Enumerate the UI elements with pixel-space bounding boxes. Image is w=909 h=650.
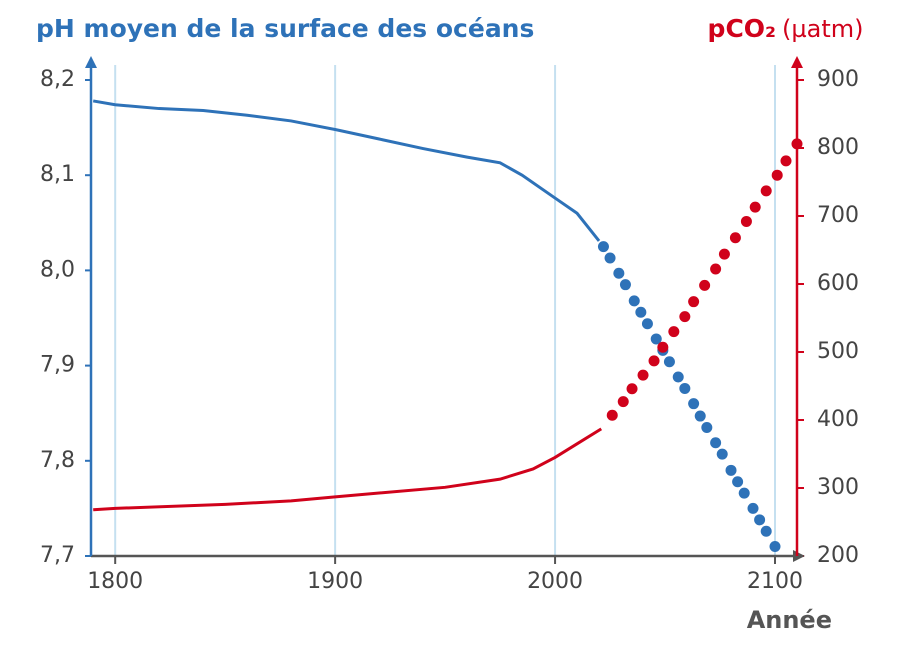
data-dot [619,279,631,291]
data-dot [663,356,675,368]
y-tick-label: 8,1 [40,162,75,187]
y2-tick-label: 300 [817,475,859,500]
y2-axis-arrow [791,56,803,68]
data-dot [791,138,803,150]
y2-tick-label: 200 [817,543,859,568]
data-dot [760,525,772,537]
x-tick-label: 1900 [307,569,363,594]
data-dot [626,383,638,395]
y2-tick-label: 700 [817,203,859,228]
data-dot [725,464,737,476]
data-line [93,427,603,512]
y2-tick-label: 400 [817,407,859,432]
data-dot [769,540,781,552]
data-dot [754,514,766,526]
data-dot [688,398,700,410]
data-dot [657,341,669,353]
x-axis-title: Année [747,606,832,634]
y2-tick-label: 600 [817,271,859,296]
data-dot [694,410,706,422]
data-dot [718,248,730,260]
data-dot [635,306,647,318]
data-dot [780,155,792,167]
data-dot [606,409,618,421]
data-dot [679,382,691,394]
y2-axis-title: pCO₂ [708,14,776,43]
data-dot [688,296,700,308]
data-dot [617,396,629,408]
data-dot [604,252,616,264]
data-dot [701,421,713,433]
y2-tick-label: 500 [817,339,859,364]
y-tick-label: 7,7 [40,543,75,568]
data-dot [771,169,783,181]
data-dot [729,232,741,244]
data-dot [668,326,680,338]
data-dot [738,487,750,499]
y-axis-arrow [85,56,97,68]
y-tick-label: 8,2 [40,67,75,92]
data-dot [641,318,653,330]
y-tick-label: 7,9 [40,353,75,378]
data-dot [710,263,722,275]
data-dot [740,215,752,227]
y-tick-label: 7,8 [40,448,75,473]
data-line [92,99,601,242]
data-dot [650,333,662,345]
x-axis-arrow [793,550,805,562]
y-tick-label: 8,0 [40,257,75,282]
data-dot [699,279,711,291]
data-dot [710,437,722,449]
data-dot [679,311,691,323]
data-dot [760,185,772,197]
data-dot [628,295,640,307]
data-dot [613,267,625,279]
y-axis-title: pH moyen de la surface des océans [36,14,534,43]
y2-tick-label: 800 [817,135,859,160]
y2-axis-unit: (µatm) [782,15,864,43]
x-tick-label: 2100 [747,569,803,594]
x-tick-label: 1800 [87,569,143,594]
data-dot [732,476,744,488]
data-dot [597,241,609,253]
data-dot [747,502,759,514]
data-dot [716,448,728,460]
y2-tick-label: 900 [817,67,859,92]
data-dot [648,355,660,367]
x-tick-label: 2000 [527,569,583,594]
data-dot [749,201,761,213]
data-dot [637,369,649,381]
data-dot [672,371,684,383]
